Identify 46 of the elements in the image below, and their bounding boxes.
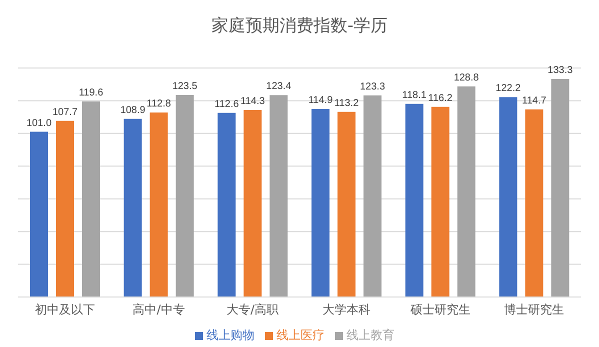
data-label: 101.0: [26, 118, 52, 129]
legend-label: 线上医疗: [276, 328, 324, 342]
legend-label: 线上购物: [206, 328, 254, 342]
x-tick-label: 高中/中专: [132, 302, 185, 317]
bar: [338, 112, 356, 297]
data-label: 123.4: [266, 81, 292, 92]
data-label: 114.9: [308, 95, 334, 106]
bar: [551, 78, 570, 297]
data-label: 107.7: [52, 106, 78, 118]
data-label: 133.3: [548, 64, 574, 76]
x-tick-label: 博士研究生: [504, 302, 564, 317]
data-label: 122.2: [496, 83, 522, 94]
bar: [270, 95, 288, 297]
data-label: 114.7: [522, 95, 547, 106]
bar: [56, 120, 74, 297]
data-label: 119.6: [78, 87, 104, 98]
legend-label: 线上教育: [346, 328, 394, 342]
data-label: 123.5: [172, 80, 198, 92]
bar: [457, 86, 476, 297]
bar: [30, 132, 48, 297]
data-label: 112.8: [146, 98, 172, 110]
x-tick-label: 初中及以下: [34, 302, 95, 317]
bar: [525, 109, 544, 297]
data-label: 113.2: [334, 98, 360, 109]
data-label: 116.2: [428, 92, 453, 104]
bar: [218, 112, 236, 297]
data-label: 114.3: [240, 96, 266, 108]
bar: [244, 110, 262, 297]
x-tick-label: 硕士研究生: [409, 302, 470, 317]
bar: [499, 97, 518, 297]
bar: [312, 109, 330, 297]
bar: [431, 106, 450, 297]
data-label: 118.1: [402, 90, 427, 101]
bar: [124, 118, 142, 297]
data-label: 112.6: [214, 98, 240, 110]
bar: [82, 101, 100, 297]
x-tick-label: 大学本科: [322, 302, 370, 317]
data-label: 123.3: [360, 81, 386, 92]
bar: [364, 95, 382, 297]
data-label: 128.8: [454, 72, 480, 84]
bar: [405, 104, 424, 297]
bar: [150, 112, 168, 297]
chart-title: 家庭预期消费指数-学历: [210, 15, 389, 38]
x-tick-label: 大专/高职: [226, 302, 279, 317]
data-label: 108.9: [120, 104, 146, 116]
bar: [176, 94, 194, 297]
